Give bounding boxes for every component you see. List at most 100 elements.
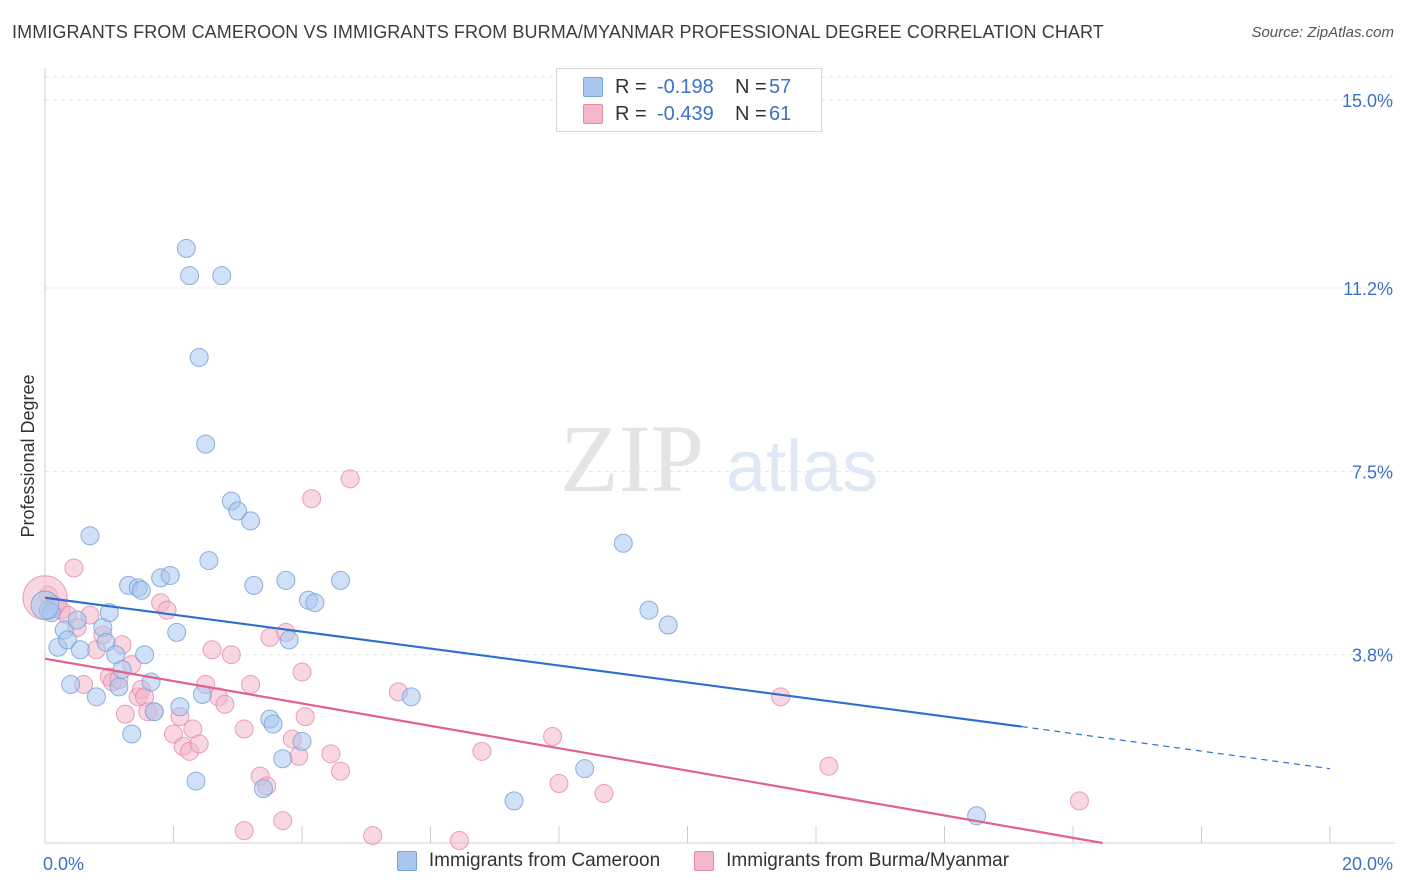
data-point-cameroon — [189, 347, 209, 367]
legend-swatch-burma — [583, 104, 603, 124]
legend-r-value: -0.198 — [657, 75, 714, 98]
data-point-cameroon — [253, 778, 273, 798]
data-point-burma — [549, 774, 569, 794]
series-swatch-cameroon — [396, 851, 417, 871]
data-point-cameroon — [170, 697, 190, 717]
data-point-burma — [273, 811, 293, 831]
watermark-atlas: atlas — [726, 427, 878, 507]
legend-n-value: 61 — [769, 102, 792, 125]
data-point-cameroon — [504, 791, 524, 811]
data-point-cameroon — [273, 749, 293, 769]
series-cameroon-points — [30, 238, 987, 826]
data-point-cameroon — [160, 565, 180, 585]
source-credit: Source: ZipAtlas.com — [1251, 24, 1394, 41]
data-point-burma — [302, 489, 322, 509]
data-point-cameroon — [575, 759, 595, 779]
data-point-burma — [819, 756, 839, 776]
series-legend-cameroon[interactable]: Immigrants from Cameroon — [396, 850, 661, 872]
legend-n-label: N = — [735, 102, 767, 125]
series-label-cameroon: Immigrants from Cameroon — [428, 850, 661, 871]
data-point-burma — [331, 761, 351, 781]
correlation-legend: R = -0.198 N = 57 R = -0.439 N = 61 — [556, 68, 822, 132]
data-point-cameroon — [305, 593, 325, 613]
series-swatch-burma — [694, 851, 715, 871]
watermark: ZIP atlas — [560, 405, 878, 512]
series-legend-burma[interactable]: Immigrants from Burma/Myanmar — [694, 850, 1009, 872]
trend-lines — [44, 596, 1331, 845]
data-point-cameroon — [180, 266, 200, 286]
series-label-burma: Immigrants from Burma/Myanmar — [726, 850, 1010, 871]
data-point-burma — [1069, 791, 1089, 811]
x-tick-label: 20.0% — [1342, 854, 1393, 874]
data-point-cameroon — [67, 610, 87, 630]
data-point-cameroon — [212, 266, 232, 286]
y-tick-label: 15.0% — [1342, 91, 1393, 111]
data-point-cameroon — [167, 622, 187, 642]
y-tick-label: 3.8% — [1352, 646, 1393, 666]
data-point-cameroon — [241, 511, 261, 531]
trend-line-burma — [44, 657, 1103, 845]
data-point-burma — [472, 741, 492, 761]
data-point-cameroon — [613, 533, 633, 553]
data-point-burma — [202, 640, 222, 660]
legend-row-cameroon: R = -0.198 N = 57 — [583, 73, 791, 101]
data-point-cameroon — [109, 677, 129, 697]
data-point-cameroon — [61, 674, 81, 694]
axes — [44, 68, 1395, 844]
data-point-burma — [115, 704, 135, 724]
data-point-burma — [449, 831, 469, 851]
data-point-burma — [292, 662, 312, 682]
data-point-cameroon — [112, 660, 132, 680]
data-point-cameroon — [199, 551, 219, 571]
series-legend: Immigrants from Cameroon Immigrants from… — [0, 850, 1406, 872]
data-point-cameroon — [263, 714, 283, 734]
data-point-burma — [363, 826, 383, 846]
data-point-cameroon — [57, 630, 77, 650]
data-point-cameroon — [276, 570, 296, 590]
legend-row-burma: R = -0.439 N = 61 — [583, 100, 791, 128]
data-point-burma — [157, 600, 177, 620]
data-point-cameroon — [122, 724, 142, 744]
watermark-zip: ZIP — [560, 405, 704, 512]
data-point-cameroon — [86, 687, 106, 707]
data-point-cameroon — [80, 526, 100, 546]
data-point-burma — [215, 694, 235, 714]
trend-line-cameroon-extension — [1021, 725, 1331, 770]
data-point-cameroon — [176, 238, 196, 258]
data-point-cameroon — [186, 771, 206, 791]
data-point-burma — [234, 821, 254, 841]
data-point-cameroon — [131, 580, 151, 600]
data-point-burma — [260, 627, 280, 647]
legend-n-label: N = — [735, 75, 767, 98]
data-point-cameroon — [99, 603, 119, 623]
data-point-cameroon — [30, 590, 60, 620]
data-point-cameroon — [292, 731, 312, 751]
data-point-cameroon — [244, 575, 264, 595]
data-point-cameroon — [70, 640, 90, 660]
data-point-cameroon — [658, 615, 678, 635]
chart-title: IMMIGRANTS FROM CAMEROON VS IMMIGRANTS F… — [12, 22, 1104, 42]
y-tick-label: 11.2% — [1343, 279, 1393, 299]
data-point-burma — [221, 645, 241, 665]
tick-labels: 3.8% 7.5% 11.2% 15.0% 0.0% 20.0% — [43, 91, 1393, 874]
data-point-burma — [234, 719, 254, 739]
data-point-cameroon — [228, 501, 248, 521]
data-point-burma — [241, 674, 261, 694]
series-burma-points — [22, 469, 1089, 851]
data-point-burma — [64, 558, 84, 578]
data-point-burma — [189, 734, 209, 754]
data-point-burma — [594, 783, 614, 803]
data-point-cameroon — [331, 570, 351, 590]
grid-lines — [45, 76, 1395, 656]
legend-r-value: -0.439 — [657, 102, 714, 125]
data-point-burma — [295, 707, 315, 727]
data-point-burma — [543, 726, 563, 746]
data-point-cameroon — [279, 630, 299, 650]
legend-r-label: R = — [615, 75, 647, 98]
trend-line-cameroon — [44, 596, 1022, 728]
y-tick-label: 7.5% — [1352, 462, 1393, 482]
data-point-cameroon — [401, 687, 421, 707]
legend-swatch-cameroon — [583, 77, 603, 97]
data-point-burma — [340, 469, 360, 489]
